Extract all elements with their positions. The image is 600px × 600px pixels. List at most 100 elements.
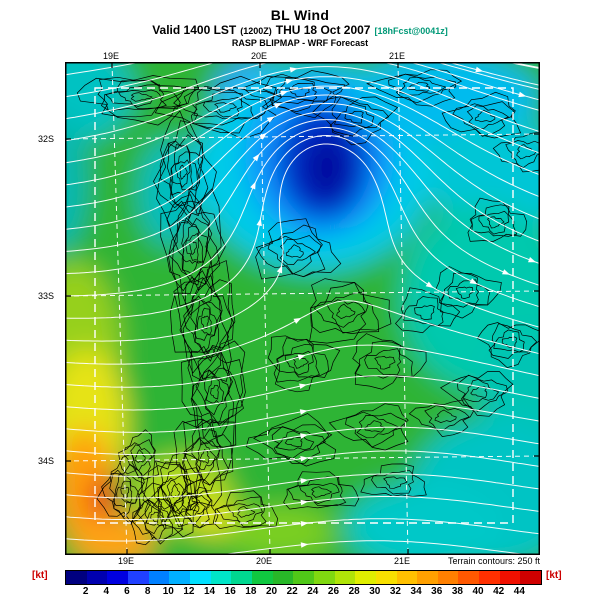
terrain-contour xyxy=(455,286,474,299)
terrain-contour xyxy=(191,351,234,428)
terrain-contour xyxy=(109,469,144,518)
forecast-tag: [18hFcst@0041z] xyxy=(374,26,448,36)
terrain-contour xyxy=(467,197,528,242)
streamline-arrow xyxy=(300,499,309,506)
colorbar-segment xyxy=(375,571,397,584)
colorbar-segment xyxy=(272,571,294,584)
terrain-contour xyxy=(493,329,525,353)
colorbar-segment xyxy=(520,571,542,584)
unit-label-right: [kt] xyxy=(546,570,562,581)
graticule-line xyxy=(66,133,539,140)
colorbar-segment xyxy=(210,571,232,584)
streamline xyxy=(66,103,539,230)
colorbar-tick: 16 xyxy=(224,586,236,597)
colorbar-tick: 2 xyxy=(82,586,89,597)
terrain-contour xyxy=(173,419,235,507)
terrain-contour xyxy=(122,439,155,479)
colorbar-ticks: 2 4 6 8 10 12 14 16 18 20 22 24 26 28 30 32 34 36 38 40 42 44 xyxy=(65,586,540,599)
colorbar-tick: 22 xyxy=(286,586,298,597)
colorbar-tick: 34 xyxy=(410,586,422,597)
graticule-layer xyxy=(66,63,539,554)
terrain-contour xyxy=(100,79,181,112)
terrain-contour xyxy=(364,420,385,433)
terrain-contour xyxy=(167,190,221,292)
terrain-contour xyxy=(97,76,196,118)
terrain-contour xyxy=(197,307,212,336)
terrain-contour xyxy=(214,102,237,113)
terrain-contour xyxy=(195,367,233,424)
colorbar-segment xyxy=(148,571,170,584)
terrain-contour xyxy=(383,476,408,489)
streamline-arrow xyxy=(256,218,262,227)
graticule-line xyxy=(66,455,539,462)
streamline-arrow xyxy=(259,132,267,140)
terrain-contour xyxy=(311,486,333,498)
lat-label-left-33s: 33S xyxy=(38,291,55,301)
terrain-contour xyxy=(185,495,206,517)
streamline-arrow xyxy=(266,116,275,123)
streamline xyxy=(66,63,539,120)
terrain-contour xyxy=(441,91,522,139)
colorbar-tick: 12 xyxy=(183,586,195,597)
streamline-arrow xyxy=(425,281,434,288)
terrain-contour xyxy=(193,91,255,120)
terrain-contour xyxy=(174,217,213,286)
terrain-contour xyxy=(434,409,457,423)
terrain-contour xyxy=(356,415,399,439)
colorbar-tick: 18 xyxy=(245,586,257,597)
valid-line: Valid 1400 LST (1200Z) THU 18 Oct 2007 [18h… xyxy=(0,23,600,37)
streamline xyxy=(449,63,539,86)
colorbar-segment xyxy=(417,571,438,584)
terrain-contour xyxy=(120,486,130,499)
terrain-contour xyxy=(205,375,224,404)
streamline-arrow xyxy=(289,67,298,73)
terrain-contour xyxy=(360,463,427,497)
terrain-contour xyxy=(204,369,230,416)
terrain-contour xyxy=(181,340,246,448)
streamline-arrow xyxy=(297,354,306,360)
terrain-contour xyxy=(190,346,244,431)
terrain-contour xyxy=(345,411,407,448)
terrain-contour xyxy=(293,355,309,369)
terrain-contour xyxy=(199,448,210,464)
colorbar-segment xyxy=(396,571,418,584)
terrain-contour xyxy=(190,295,223,354)
terrain-contour xyxy=(216,496,267,527)
terrain-contour xyxy=(130,482,184,546)
streamline-arrow xyxy=(300,456,309,462)
colorbar-tick: 32 xyxy=(389,586,401,597)
terrain-contour xyxy=(374,356,396,370)
streamline-arrow xyxy=(469,278,478,285)
terrain-contour xyxy=(255,224,326,278)
terrain-contour xyxy=(130,444,153,471)
lat-label-left-34s: 34S xyxy=(38,456,55,466)
streamline xyxy=(410,63,539,101)
terrain-contour xyxy=(309,278,392,344)
terrain-contour xyxy=(269,77,332,104)
terrain-contour xyxy=(193,299,218,341)
field-blob xyxy=(225,506,335,554)
streamline xyxy=(66,94,539,208)
colorbar-segment xyxy=(458,571,480,584)
terrain-contour xyxy=(136,499,173,541)
colorbar-segment xyxy=(479,571,500,584)
streamline-arrow xyxy=(300,433,308,439)
streamline xyxy=(66,76,539,164)
streamline-arrow xyxy=(273,103,282,109)
field-blob xyxy=(345,482,505,554)
terrain-contour xyxy=(273,337,329,383)
lon-label-top-19e: 19E xyxy=(103,51,120,61)
terrain-contour xyxy=(182,270,234,374)
terrain-contour xyxy=(226,503,263,525)
field-blob xyxy=(66,63,135,142)
streamline xyxy=(66,300,539,365)
terrain-contour xyxy=(112,473,139,508)
terrain-contour xyxy=(462,379,499,402)
terrain-contour xyxy=(329,96,390,137)
colorbar-segment xyxy=(499,571,521,584)
field-blob xyxy=(71,514,155,554)
terrain-contour xyxy=(179,164,188,180)
terrain-contour xyxy=(328,403,409,451)
streamline-arrow xyxy=(300,542,309,548)
terrain-contour xyxy=(505,140,539,169)
